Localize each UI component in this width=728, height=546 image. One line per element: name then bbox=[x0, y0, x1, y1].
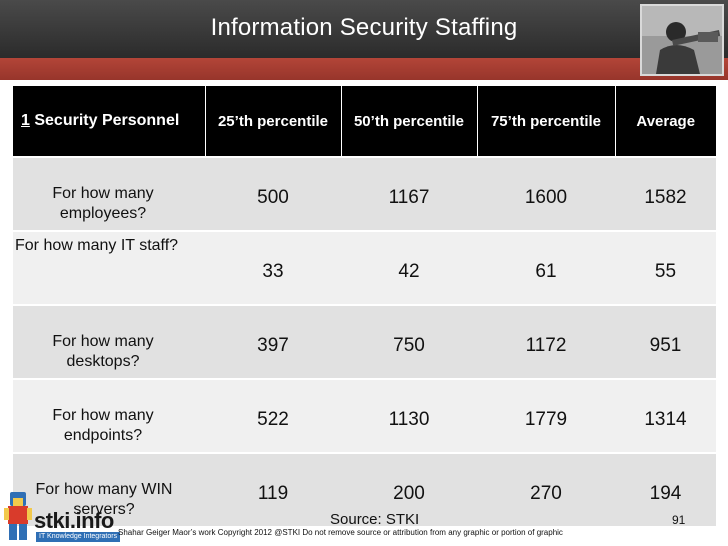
cell-value: 1582 bbox=[615, 156, 716, 231]
cell-value: 1167 bbox=[341, 156, 477, 231]
row-label-employees: For how many employees? bbox=[13, 156, 205, 231]
cell-value: 1130 bbox=[341, 378, 477, 453]
source-note: Source: STKI bbox=[330, 511, 420, 528]
cell-value: 194 bbox=[615, 452, 716, 526]
cell-value: 270 bbox=[477, 452, 615, 526]
table-row: For how many endpoints? 522 1130 1779 13… bbox=[13, 378, 716, 453]
row-label-it-staff: For how many IT staff? bbox=[13, 230, 205, 305]
table-row: For how many IT staff? 33 42 61 55 bbox=[13, 230, 716, 305]
cell-value: 61 bbox=[477, 230, 615, 305]
stki-logo-text: stki.info bbox=[34, 508, 114, 533]
table-row: For how many WIN servers? 119 200 270 19… bbox=[13, 452, 716, 526]
cell-value: 750 bbox=[341, 304, 477, 379]
cell-value: 42 bbox=[341, 230, 477, 305]
table-row: For how many desktops? 397 750 1172 951 bbox=[13, 304, 716, 379]
cell-value: 1172 bbox=[477, 304, 615, 379]
header-50th-percentile: 50’th percentile bbox=[340, 86, 478, 157]
cell-value: 119 bbox=[205, 452, 341, 526]
row-label-win-servers: For how many WIN servers? bbox=[13, 452, 205, 526]
table-header-row: 1 Security Personnel 25’th percentile 50… bbox=[13, 86, 716, 157]
row-label-endpoints: For how many endpoints? bbox=[13, 378, 205, 453]
row-label-desktops: For how many desktops? bbox=[13, 304, 205, 379]
soldier-photo bbox=[640, 4, 724, 76]
cell-value: 397 bbox=[205, 304, 341, 379]
header-25th-percentile: 25’th percentile bbox=[204, 86, 342, 157]
cell-value: 951 bbox=[615, 304, 716, 379]
page-number: 91 bbox=[672, 513, 686, 527]
header-label: Security Personnel bbox=[29, 112, 180, 129]
title-bar bbox=[0, 0, 728, 58]
header-average: Average bbox=[614, 86, 716, 157]
stki-logo-tagline: IT Knowledge Integrators bbox=[36, 532, 121, 542]
header-75th-percentile: 75’th percentile bbox=[476, 86, 616, 157]
cell-value: 1600 bbox=[477, 156, 615, 231]
accent-band bbox=[0, 58, 728, 80]
table-row: For how many employees? 500 1167 1600 15… bbox=[13, 156, 716, 231]
stki-mascot-icon bbox=[4, 492, 32, 540]
cell-value: 55 bbox=[615, 230, 716, 305]
cell-value: 1779 bbox=[477, 378, 615, 453]
cell-value: 33 bbox=[205, 230, 341, 305]
soldier-photo-image bbox=[642, 6, 722, 74]
staffing-table: 1 Security Personnel 25’th percentile 50… bbox=[13, 86, 716, 526]
header-number: 1 bbox=[21, 112, 30, 129]
copyright-note: Shahar Geiger Maor’s work Copyright 2012… bbox=[118, 528, 563, 537]
cell-value: 522 bbox=[205, 378, 341, 453]
cell-value: 1314 bbox=[615, 378, 716, 453]
header-security-personnel: 1 Security Personnel bbox=[13, 86, 206, 157]
cell-value: 500 bbox=[205, 156, 341, 231]
slide-title: Information Security Staffing bbox=[210, 14, 518, 41]
cell-value: 200 bbox=[341, 452, 477, 526]
